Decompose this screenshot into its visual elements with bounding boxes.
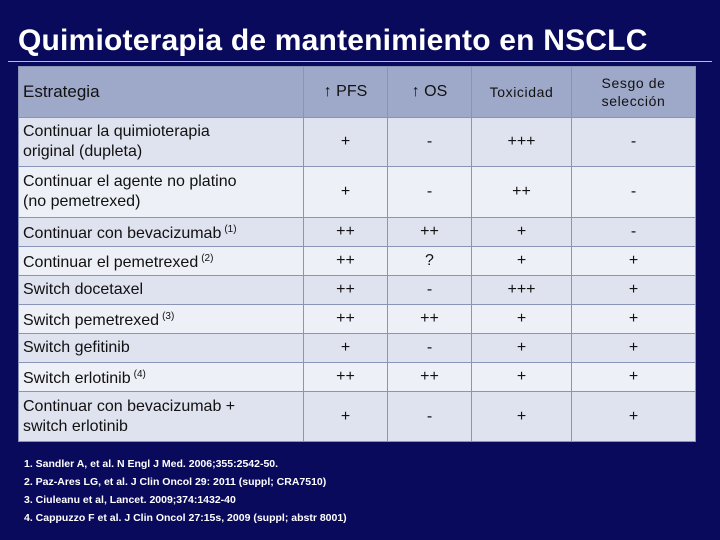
strategy-table: Estrategia ↑ PFS ↑ OS Toxicidad Sesgo de…	[18, 66, 696, 442]
selection-bias-cell: -	[571, 166, 696, 218]
header-selection-bias: Sesgo de selección	[571, 66, 696, 118]
toxicity-cell: +	[471, 391, 572, 442]
table-row: Continuar la quimioterapia original (dupl…	[18, 117, 696, 167]
toxicity-cell: +	[471, 217, 572, 247]
strategy-cell: Continuar la quimioterapia original (dupl…	[18, 117, 304, 167]
toxicity-cell: +	[471, 333, 572, 363]
strategy-label: Continuar con bevacizumab	[23, 225, 222, 242]
reference-marker: (1)	[224, 224, 237, 235]
os-cell: -	[387, 117, 472, 167]
strategy-label: Continuar el agente no platino	[23, 173, 237, 190]
selection-bias-cell: -	[571, 117, 696, 167]
pfs-cell: +	[303, 333, 388, 363]
strategy-cell: Continuar el pemetrexed (2)	[18, 246, 304, 276]
strategy-label: Continuar la quimioterapia	[23, 123, 210, 140]
header-toxicity: Toxicidad	[471, 66, 572, 118]
reference-1: 1. Sandler A, et al. N Engl J Med. 2006;…	[24, 458, 279, 470]
header-strategy: Estrategia	[18, 66, 304, 118]
toxicity-cell: +++	[471, 117, 572, 167]
strategy-cell: Continuar con bevacizumab (1)	[18, 217, 304, 247]
table-row: Continuar el pemetrexed (2) ++? + +	[18, 246, 696, 276]
strategy-label-line2: original (dupleta)	[23, 143, 143, 160]
strategy-label: Switch gefitinib	[23, 339, 130, 356]
os-cell: -	[387, 333, 472, 363]
os-cell: -	[387, 166, 472, 218]
pfs-cell: +	[303, 391, 388, 442]
reference-marker: (3)	[162, 311, 175, 322]
table-header-row: Estrategia ↑ PFS ↑ OS Toxicidad Sesgo de…	[18, 66, 696, 118]
os-cell: ?	[387, 246, 472, 276]
selection-bias-cell: -	[571, 217, 696, 247]
strategy-cell: Switch pemetrexed (3)	[18, 304, 304, 334]
table-row: Switch erlotinib (4) ++ ++ + +	[18, 362, 696, 392]
os-cell: -	[387, 275, 472, 305]
table-row: Continuar el agente no platino (no pemetr…	[18, 166, 696, 218]
table-row: Continuar con bevacizumab + switch erloti…	[18, 391, 696, 442]
header-selection-bias-line1: Sesgo de	[601, 75, 666, 91]
strategy-label: Continuar el pemetrexed	[23, 254, 199, 271]
header-selection-bias-line2: selección	[601, 93, 666, 109]
reference-2: 2. Paz-Ares LG, et al. J Clin Oncol 29: …	[24, 476, 327, 488]
pfs-cell: ++	[303, 275, 388, 305]
os-cell: ++	[387, 304, 472, 334]
strategy-cell: Switch docetaxel	[18, 275, 304, 305]
toxicity-cell: +	[471, 362, 572, 392]
table-row: Switch pemetrexed (3) ++ ++ + +	[18, 304, 696, 334]
reference-3: 3. Ciuleanu et al, Lancet. 2009;374:1432…	[24, 494, 236, 506]
header-pfs: ↑ PFS	[303, 66, 388, 118]
strategy-label: Switch docetaxel	[23, 281, 144, 298]
table-row: Continuar con bevacizumab (1) ++ ++ + -	[18, 217, 696, 247]
pfs-cell: +	[303, 117, 388, 167]
title-divider	[8, 61, 712, 62]
strategy-label: Switch pemetrexed	[23, 312, 160, 329]
strategy-cell: Continuar con bevacizumab + switch erloti…	[18, 391, 304, 442]
strategy-cell: Continuar el agente no platino (no pemetr…	[18, 166, 304, 218]
reference-marker: (4)	[133, 369, 146, 380]
strategy-label: Switch erlotinib	[23, 370, 131, 387]
pfs-cell: ++	[303, 304, 388, 334]
strategy-label-line2: (no pemetrexed)	[23, 193, 141, 210]
toxicity-cell: +	[471, 246, 572, 276]
pfs-cell: +	[303, 166, 388, 218]
selection-bias-cell: +	[571, 391, 696, 442]
strategy-label-line2: switch erlotinib	[23, 417, 128, 435]
strategy-cell: Switch erlotinib (4)	[18, 362, 304, 392]
table-row: Switch gefitinib + - + +	[18, 333, 696, 363]
reference-marker: (2)	[201, 253, 214, 264]
table-row: Switch docetaxel ++ - +++ +	[18, 275, 696, 305]
toxicity-cell: ++	[471, 166, 572, 218]
toxicity-cell: +++	[471, 275, 572, 305]
selection-bias-cell: +	[571, 246, 696, 276]
header-os: ↑ OS	[387, 66, 472, 118]
selection-bias-cell: +	[571, 304, 696, 334]
selection-bias-cell: +	[571, 275, 696, 305]
pfs-cell: ++	[303, 246, 388, 276]
pfs-cell: ++	[303, 362, 388, 392]
pfs-cell: ++	[303, 217, 388, 247]
toxicity-cell: +	[471, 304, 572, 334]
slide-title: Quimioterapia de mantenimiento en NSCLC	[18, 24, 648, 57]
references: 1. Sandler A, et al. N Engl J Med. 2006;…	[24, 455, 347, 527]
os-cell: ++	[387, 217, 472, 247]
strategy-cell: Switch gefitinib	[18, 333, 304, 363]
selection-bias-cell: +	[571, 333, 696, 363]
os-cell: ++	[387, 362, 472, 392]
strategy-label: Continuar con bevacizumab +	[23, 397, 236, 415]
os-cell: -	[387, 391, 472, 442]
selection-bias-cell: +	[571, 362, 696, 392]
reference-4: 4. Cappuzzo F et al. J Clin Oncol 27:15s…	[24, 512, 347, 524]
